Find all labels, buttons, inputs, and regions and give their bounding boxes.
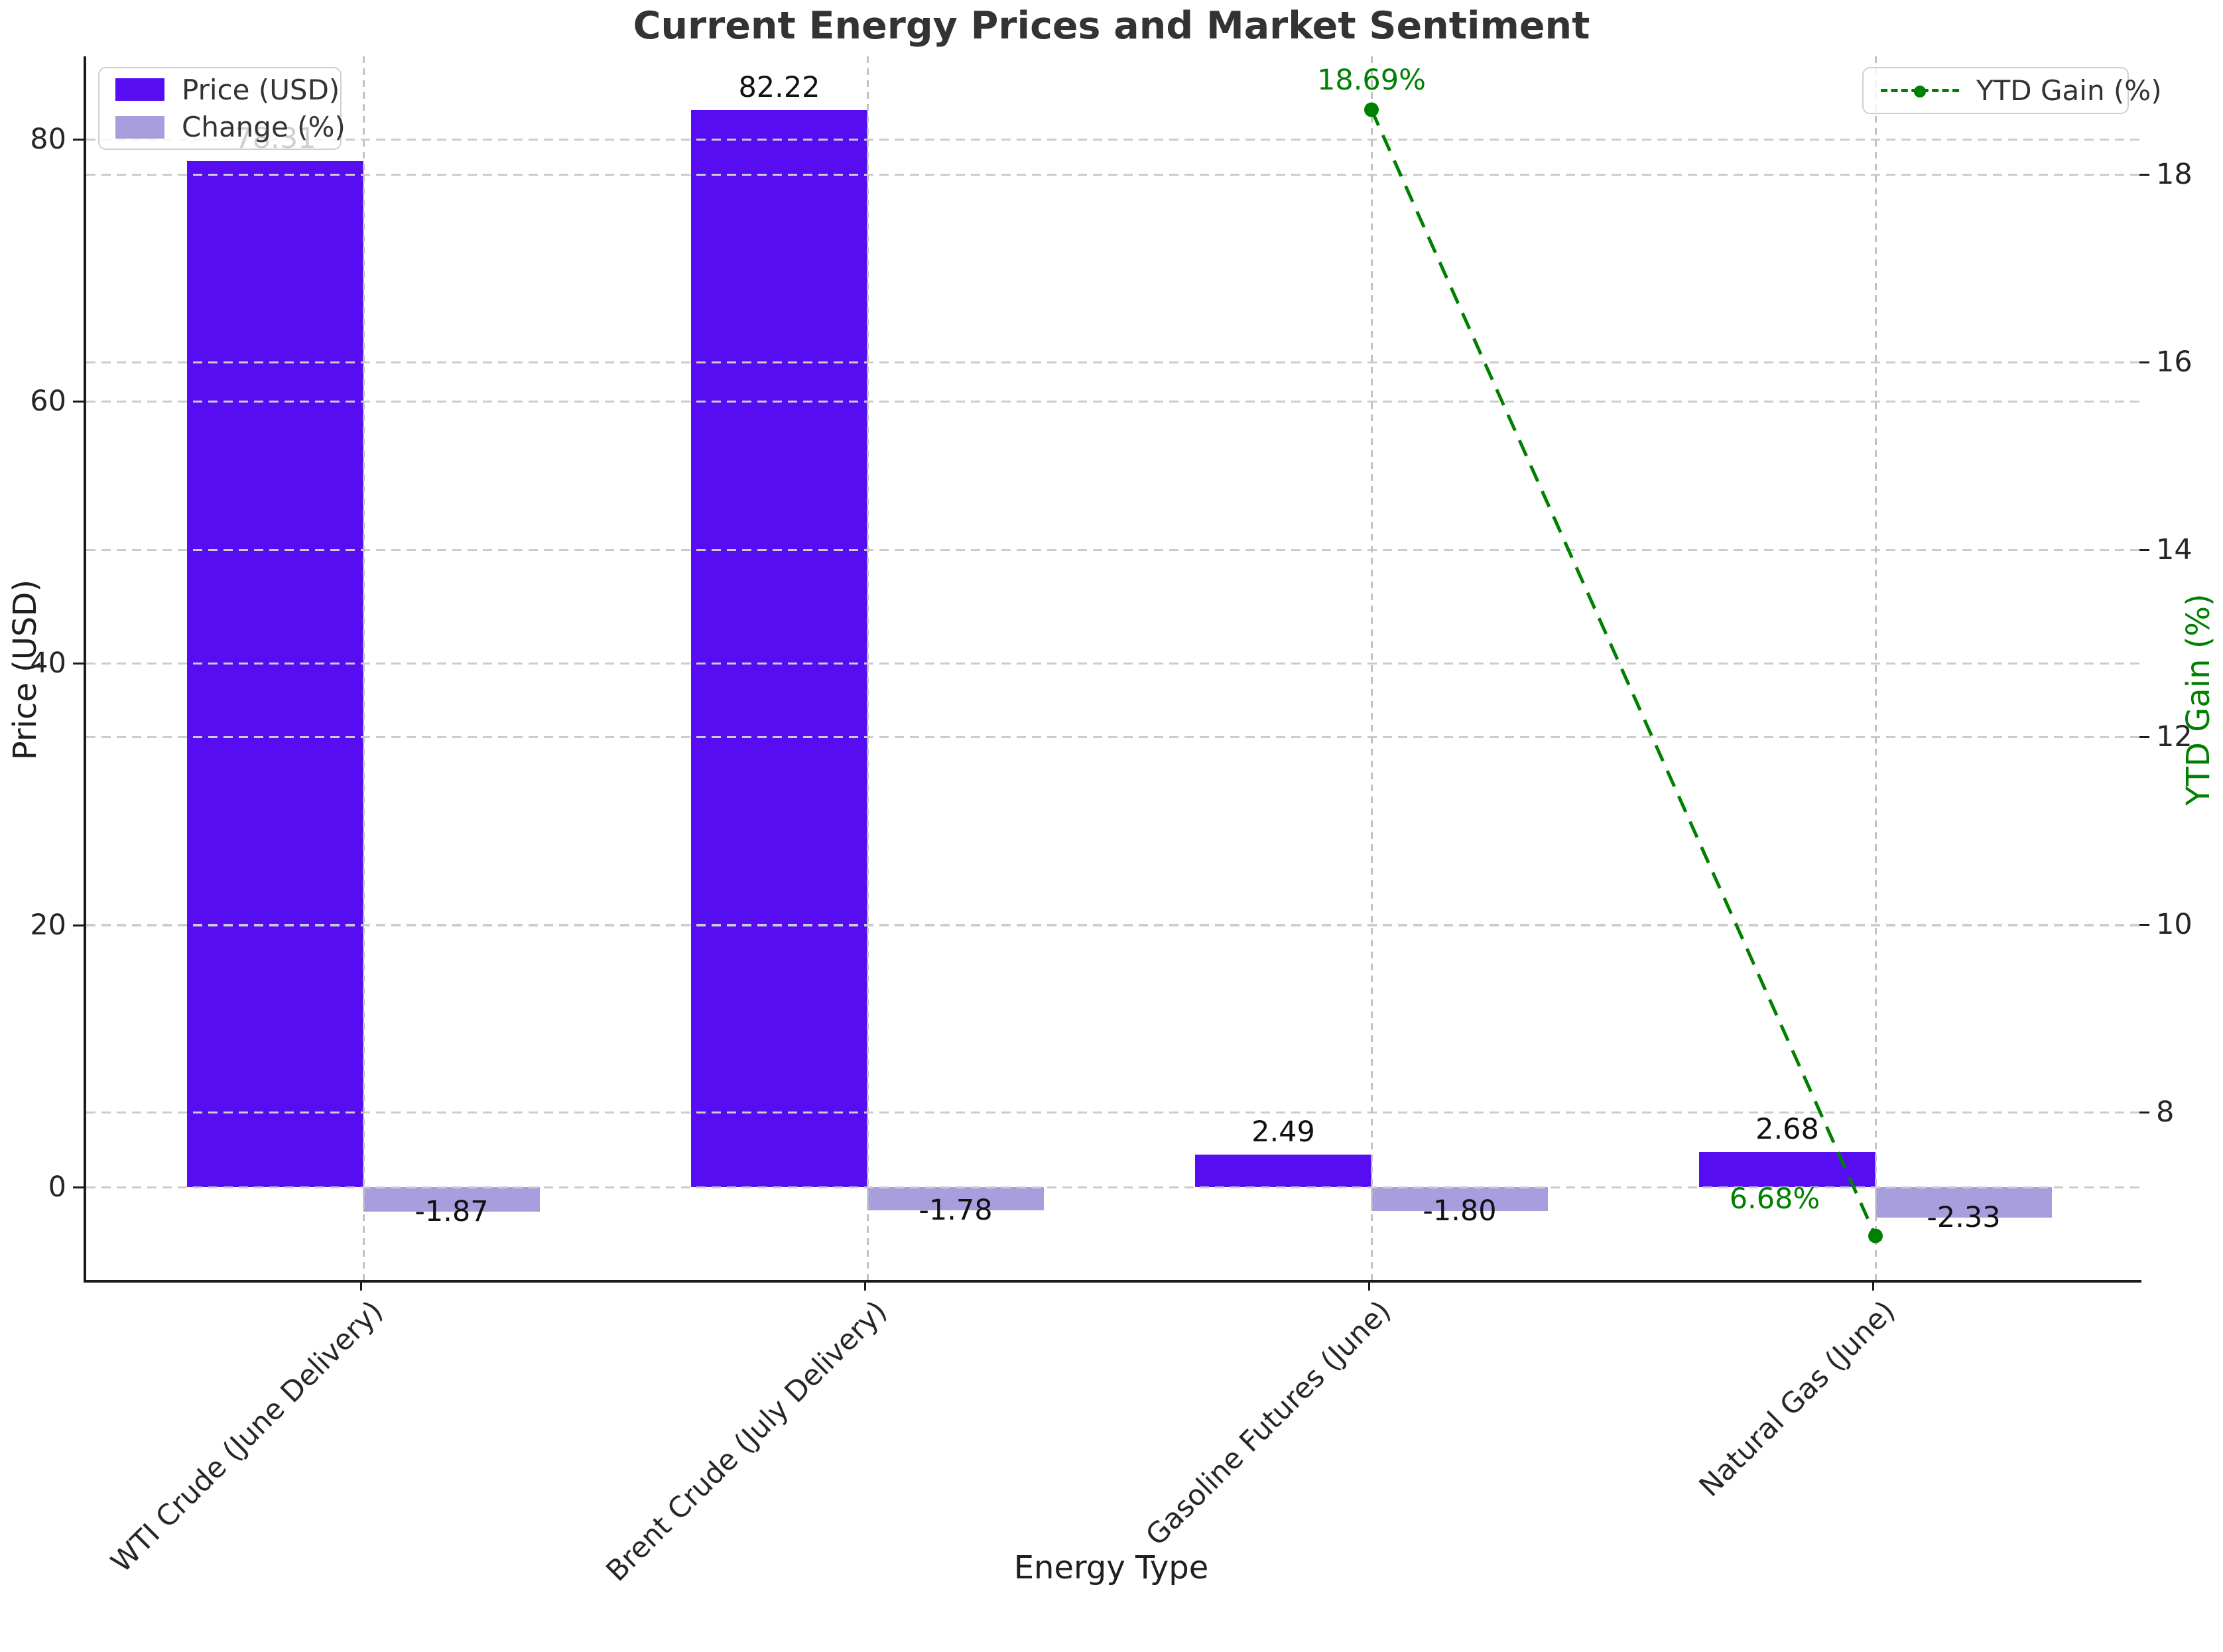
price-bar [691,109,867,1187]
price-value-label: 2.68 [1755,1113,1819,1147]
legend-row-price: Price (USD) [115,74,340,106]
price-swatch-icon [115,78,164,101]
y-left-tick [73,662,84,665]
price-bar [187,161,363,1187]
legend-change-label: Change (%) [182,111,346,144]
gridline-left-40 [86,662,2141,665]
gridline-right-10 [86,924,2141,926]
price-bar [1699,1152,1875,1187]
y-left-tick-label: 0 [48,1171,66,1204]
line-marker-icon [1914,86,1926,98]
price-value-label: 2.49 [1251,1115,1315,1149]
ytd-point-label: 6.68% [1729,1182,1820,1216]
y-right-tick-label: 14 [2156,533,2192,566]
y-left-tick [73,924,84,926]
y-left-tick [73,1186,84,1188]
x-tick-label: WTI Crude (June Delivery) [105,1295,390,1580]
x-tick-label: Brent Crude (July Delivery) [600,1295,894,1588]
y-axis-label-right: YTD Gain (%) [2180,594,2217,806]
y-right-tick-label: 8 [2156,1096,2175,1129]
y-left-tick-label: 20 [30,908,66,942]
x-tick [1368,1280,1370,1291]
gridline-right-16 [86,361,2141,363]
y-right-tick [2139,548,2149,551]
y-right-tick [2139,174,2149,176]
y-left-tick [73,400,84,403]
x-tick [864,1280,866,1291]
plot-area: 78.31-1.8782.22-1.782.49-1.802.68-2.3318… [84,56,2141,1283]
change-swatch-icon [115,115,164,139]
legend-ytd: YTD Gain (%) [1862,67,2162,114]
gridline-right-18 [86,174,2141,176]
annotation-layer: 78.31-1.8782.22-1.782.49-1.802.68-2.3318… [86,56,2141,1280]
x-axis-label: Energy Type [1013,1549,1209,1586]
y-right-tick [2139,924,2149,926]
legend-ytd-label: YTD Gain (%) [1976,74,2162,107]
y-right-tick-label: 10 [2156,908,2192,942]
change-value-label: -1.78 [919,1194,993,1228]
ytd-point [1364,102,1379,117]
chart-title: Current Energy Prices and Market Sentime… [633,4,1590,48]
gridline-right-8 [86,1112,2141,1113]
change-bar [867,1187,1044,1211]
y-right-tick-label: 12 [2156,720,2192,754]
y-left-tick-label: 60 [30,384,66,418]
change-bar [1371,1187,1548,1211]
gridline-right-14 [86,548,2141,551]
legend-row-change: Change (%) [115,111,346,143]
grid-layer [86,56,2141,1280]
price-value-label: 82.22 [738,70,820,104]
bars-layer [86,56,2141,1280]
gridline-x-2 [1371,56,1373,1280]
x-tick [360,1280,362,1291]
y-left-tick [73,138,84,141]
x-tick [1872,1280,1874,1291]
price-bar [1195,1154,1371,1187]
gridline-right-12 [86,736,2141,739]
change-value-label: -1.87 [414,1194,489,1228]
dashed-line-icon [1881,86,1959,98]
y-right-tick [2139,736,2149,739]
legend-price-label: Price (USD) [182,73,340,106]
gridline-x-1 [867,56,869,1280]
gridline-left-60 [86,400,2141,403]
ytd-point [1868,1228,1883,1243]
change-value-label: -1.80 [1423,1194,1497,1228]
x-tick-label: Gasoline Futures (June) [1139,1295,1398,1553]
ytd-line-overlay [1364,102,1883,1243]
y-right-tick-label: 16 [2156,345,2192,379]
gridline-x-3 [1875,56,1877,1280]
change-value-label: -2.33 [1927,1201,2001,1235]
ytd-point-label: 18.69% [1317,64,1426,97]
y-right-tick [2139,361,2149,363]
y-left-tick-label: 40 [30,646,66,680]
gridline-left-80 [86,138,2141,141]
y-right-tick-label: 18 [2156,158,2192,191]
gridline-left-0 [86,1186,2141,1188]
change-bar [363,1187,540,1212]
x-tick-label: Natural Gas (June) [1692,1295,1902,1503]
change-bar [1875,1187,2052,1218]
legend-bars: Price (USD) Change (%) [98,67,346,150]
ytd-line [1369,109,1877,1237]
y-left-tick-label: 80 [30,122,66,156]
gridline-x-0 [363,56,365,1280]
y-right-tick [2139,1112,2149,1113]
